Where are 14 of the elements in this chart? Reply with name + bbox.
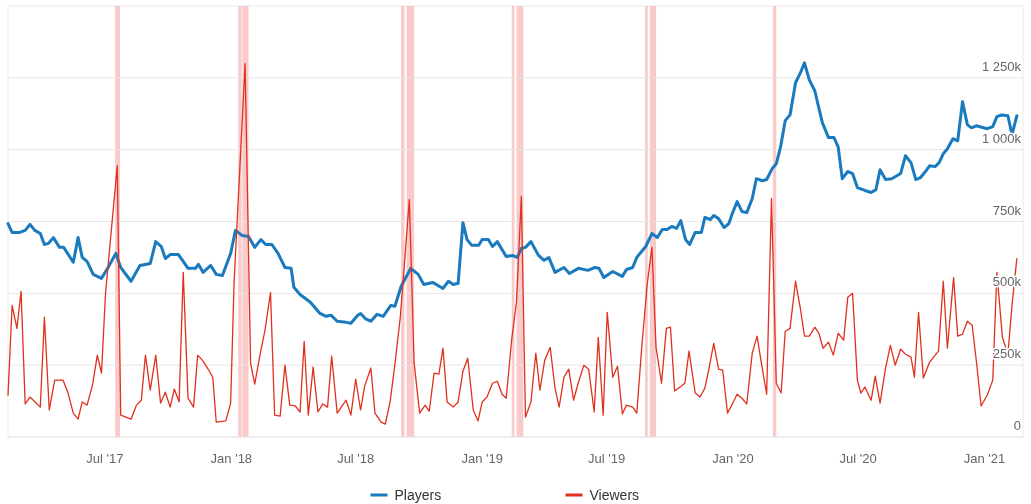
legend-label: Players	[394, 487, 442, 503]
x-tick-label: Jul '19	[587, 451, 626, 466]
x-tick-label: Jan '20	[712, 451, 754, 466]
x-tick-label: Jan '19	[461, 451, 503, 466]
legend-label: Viewers	[589, 487, 640, 503]
x-tick-label: Jul '18	[337, 451, 375, 466]
x-tick-label: Jan '21	[963, 451, 1006, 466]
y-tick-label: 0	[1013, 418, 1021, 433]
y-tick-label: 750k	[992, 202, 1022, 218]
x-tick-label: Jan '18	[210, 451, 253, 466]
y-tick-label: 1 000k	[981, 130, 1022, 146]
x-tick-label: Jul '20	[839, 451, 877, 466]
x-tick-label: Jul '17	[86, 451, 124, 466]
y-tick-label: 1 250k	[981, 58, 1022, 74]
